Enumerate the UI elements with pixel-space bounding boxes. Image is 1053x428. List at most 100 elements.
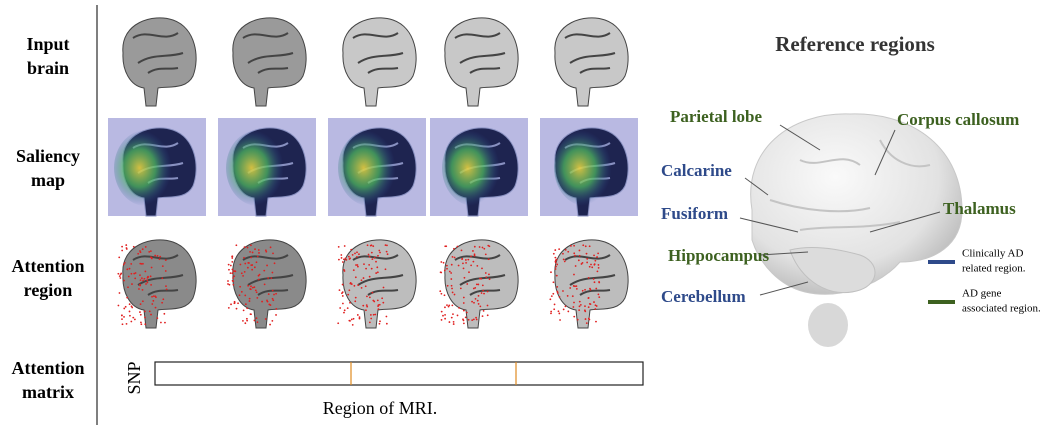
attention-dot (244, 246, 246, 248)
attention-dot (246, 307, 248, 309)
attention-dot (275, 293, 277, 295)
attention-dot (252, 252, 254, 254)
attention-dot (232, 269, 234, 271)
attention-dot (343, 258, 345, 260)
attention-dot (576, 288, 578, 290)
attention-dot (228, 307, 230, 309)
attention-dot (341, 257, 343, 259)
saliency-heat (442, 130, 506, 206)
attention-dot (473, 318, 475, 320)
attention-dot (140, 279, 142, 281)
attention-dot (353, 269, 355, 271)
attention-dot (554, 257, 556, 259)
attention-dot (243, 309, 245, 311)
row-label: Attention (12, 358, 85, 378)
attention-dot (146, 279, 148, 281)
attention-dot (372, 245, 374, 247)
attention-dot (141, 277, 143, 279)
attention-dot (248, 262, 250, 264)
attention-dot (263, 270, 265, 272)
attention-dot (123, 316, 125, 318)
attention-dot (250, 313, 252, 315)
attention-dot (139, 274, 141, 276)
attention-dot (594, 308, 596, 310)
attention-dot (465, 316, 467, 318)
attention-dot (562, 253, 564, 255)
attention-dot (550, 311, 552, 313)
attention-dot (569, 287, 571, 289)
attention-dot (555, 268, 557, 270)
attention-dot (573, 302, 575, 304)
attention-dot (230, 303, 232, 305)
attention-dot (237, 302, 239, 304)
attention-dot (119, 275, 121, 277)
attention-dot (579, 301, 581, 303)
attention-dot (357, 266, 359, 268)
attention-dot (163, 313, 165, 315)
attention-dot (131, 283, 133, 285)
attention-dot (349, 257, 351, 259)
attention-dot (559, 296, 561, 298)
attention-dot (162, 298, 164, 300)
attention-dot (453, 321, 455, 323)
attention-dot (471, 319, 473, 321)
attention-dot (345, 259, 347, 261)
region-label: Cerebellum (661, 287, 746, 306)
attention-dot (588, 277, 590, 279)
attention-dot (347, 294, 349, 296)
attention-dot (356, 251, 358, 253)
attention-dot (244, 271, 246, 273)
attention-dot (266, 300, 268, 302)
attention-dot (594, 260, 596, 262)
attention-dot (572, 306, 574, 308)
figure: SNP Region of MRI. Reference regions Par… (0, 0, 1053, 428)
brain-slice (555, 240, 628, 328)
attention-dot (121, 246, 123, 248)
attention-dot (166, 288, 168, 290)
attention-dot (140, 323, 142, 325)
attention-dot (151, 296, 153, 298)
attention-dot (463, 302, 465, 304)
attention-dot (480, 278, 482, 280)
attention-dot (454, 294, 456, 296)
attention-dot (227, 280, 229, 282)
attention-dot (342, 284, 344, 286)
attention-dot (574, 255, 576, 257)
attention-dot (122, 323, 124, 325)
attention-dot (231, 261, 233, 263)
attention-dot (362, 305, 364, 307)
attention-dot (472, 261, 474, 263)
attention-dot (589, 303, 591, 305)
attention-dot (379, 304, 381, 306)
attention-dot (129, 268, 131, 270)
attention-dot (591, 266, 593, 268)
attention-dot (440, 271, 442, 273)
attention-dot (228, 269, 230, 271)
attention-dot (165, 259, 167, 261)
attention-dot (481, 292, 483, 294)
attention-dot (365, 268, 367, 270)
legend-text: related region. (962, 263, 1026, 275)
attention-dot (267, 277, 269, 279)
attention-dot (253, 286, 255, 288)
attention-dot (361, 279, 363, 281)
attention-dot (578, 309, 580, 311)
attention-dot (588, 306, 590, 308)
attention-dot (374, 314, 376, 316)
attention-dot (563, 309, 565, 311)
attention-dot (256, 261, 258, 263)
legend-text: associated region. (962, 303, 1041, 315)
attention-matrix (155, 362, 643, 385)
attention-dot (236, 308, 238, 310)
brain-slice (233, 240, 306, 328)
attention-dot (474, 246, 476, 248)
attention-dot (443, 262, 445, 264)
attention-dot (462, 318, 464, 320)
attention-dot (142, 289, 144, 291)
attention-dot (244, 322, 246, 324)
attention-dot (572, 295, 574, 297)
attention-dot (241, 272, 243, 274)
attention-dot (465, 259, 467, 261)
attention-dot (474, 253, 476, 255)
attention-dot (479, 246, 481, 248)
